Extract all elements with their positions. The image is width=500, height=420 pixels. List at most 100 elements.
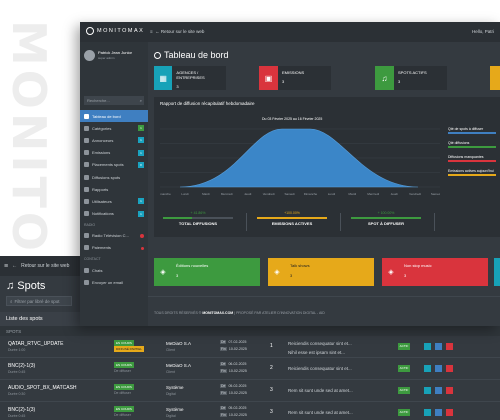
sidebar-item-radio[interactable]: Radio Télévision C... xyxy=(80,230,148,242)
delete-button[interactable] xyxy=(446,343,453,350)
sidebar-search-input[interactable]: Recherche... ⌕ xyxy=(84,96,144,105)
status-secondary: De diffuser xyxy=(114,413,131,417)
spot-duration: Durée 0:30 xyxy=(8,392,26,396)
view-button[interactable] xyxy=(424,387,431,394)
count-badge: 1 xyxy=(138,137,144,144)
spot-message: Rem sit sunt unde sed at amet... xyxy=(288,410,353,415)
x-tick-label: Mardi xyxy=(349,192,357,196)
spot-client: Système xyxy=(166,407,184,412)
spot-name: AUDIO_SPOT_BX_MATCASH xyxy=(8,385,77,391)
mail-icon xyxy=(84,279,89,285)
spot-name: QATAR_RTVC_UPDATE xyxy=(8,341,64,347)
state-badge: ACTIF xyxy=(398,343,410,350)
stats-icon: ▦ xyxy=(154,66,173,90)
delete-button[interactable] xyxy=(446,387,453,394)
stat-tile-partial[interactable] xyxy=(490,66,500,90)
x-tick-label: Mercredi xyxy=(367,192,379,196)
table-row[interactable]: BNC(2)-1(3) Durée 0:45 EN COURS De diffu… xyxy=(0,358,500,380)
count-badge: 1 xyxy=(138,125,144,132)
brand-text: MONITOMAX xyxy=(97,28,145,34)
view-button[interactable] xyxy=(424,409,431,416)
sidebar-item-categories[interactable]: Catégories 1 xyxy=(80,122,148,134)
dashboard-window: MONITOMAX ≡ ← Retour sur le site web Hel… xyxy=(80,22,500,326)
tile-icon xyxy=(490,66,500,90)
edit-button[interactable] xyxy=(435,365,442,372)
broadcast-icon: ▣ xyxy=(259,66,278,90)
stat-tile-emissions[interactable]: ▣ EMISSIONS 3 xyxy=(259,66,331,90)
category-card-talk-shows[interactable]: ◈ Talk shows 3 xyxy=(268,258,374,286)
category-card-news[interactable]: ◈ Éditions nouvelles 3 xyxy=(154,258,260,286)
main-content: Tableau de bord ▦ AGENCES / ENTREPRISES 3… xyxy=(148,42,500,326)
category-card-partial[interactable] xyxy=(494,258,500,286)
search-icon: ⌕ xyxy=(10,298,13,304)
view-button[interactable] xyxy=(424,365,431,372)
spots-back-link[interactable]: Retour sur le site web xyxy=(21,263,70,269)
chart-legend: Qté de spots à diffuser Qté diffusions D… xyxy=(448,127,500,183)
sidebar-item-chats[interactable]: Chats xyxy=(80,264,148,276)
avatar xyxy=(84,50,95,61)
footer: TOUS DROITS RÉSERVÉS ® MONITOMAX.COM | P… xyxy=(148,296,500,326)
edit-button[interactable] xyxy=(435,387,442,394)
menu-icon[interactable]: ≡ xyxy=(4,262,9,270)
spots-title-text: Spots xyxy=(17,280,46,292)
sidebar-item-users[interactable]: Utilisateurs 1 xyxy=(80,195,148,207)
x-tick-label: Jeudi xyxy=(244,192,252,196)
spot-message: Reiciendis consequatur sint et... xyxy=(288,341,352,346)
sidebar-item-spot-broadcasts[interactable]: Diffusions spots xyxy=(80,171,148,183)
category-icon xyxy=(84,125,89,131)
table-row[interactable]: BNC(2)-1(3) Durée 0:45 EN COURS De diffu… xyxy=(0,402,500,420)
x-tick-label: Samedi xyxy=(431,192,440,196)
edit-button[interactable] xyxy=(435,409,442,416)
spot-client: Système xyxy=(166,385,184,390)
spot-date-start: Dé 05-02-2025 xyxy=(220,406,247,410)
sidebar-item-spot-placements[interactable]: Placements spots 8 xyxy=(80,159,148,171)
top-bar: MONITOMAX ≡ ← Retour sur le site web Hel… xyxy=(80,22,500,42)
status-badge: EN COURS xyxy=(114,340,134,346)
user-greeting[interactable]: Hello, Patri xyxy=(471,29,494,34)
user-panel[interactable]: Patrick Jean Junior super admin xyxy=(84,50,132,61)
spot-client-type: Client xyxy=(166,348,175,352)
sidebar-item-reports[interactable]: Rapports xyxy=(80,183,148,195)
delete-button[interactable] xyxy=(446,409,453,416)
category-card-music[interactable]: ◈ Non stop music 3 xyxy=(382,258,488,286)
page-title: Tableau de bord xyxy=(154,50,229,60)
spot-message: Reiciendis consequatur sint et... xyxy=(288,366,352,371)
x-tick-label: Lundi xyxy=(181,192,189,196)
spots-filter-input[interactable]: ⌕ Filtrer par libré de spot xyxy=(6,296,72,306)
legend-item: Emissions actives aujourd'hui xyxy=(448,169,500,176)
spots-column-header: SPOTS xyxy=(0,326,500,336)
sidebar-item-advertisers[interactable]: Annonceurs 1 xyxy=(80,134,148,146)
delete-button[interactable] xyxy=(446,365,453,372)
stat-tile-active-spots[interactable]: ♫ SPOTS ACTIFS 3 xyxy=(375,66,447,90)
sidebar-item-emissions[interactable]: Emissions 1 xyxy=(80,147,148,159)
x-tick-label: Dimanche xyxy=(304,192,318,196)
spot-client-type: Digital xyxy=(166,392,176,396)
advertiser-icon xyxy=(84,137,89,143)
spot-client-type: Digital xyxy=(166,414,176,418)
x-tick-label: Lundi xyxy=(328,192,336,196)
sidebar-item-notifications[interactable]: Notifications 1 xyxy=(80,208,148,220)
radio-icon xyxy=(84,233,89,239)
edit-button[interactable] xyxy=(435,343,442,350)
brand-logo[interactable]: MONITOMAX xyxy=(86,27,144,35)
count-badge: 1 xyxy=(138,198,144,205)
layers-icon: ◈ xyxy=(274,269,280,276)
spot-duration: Durée 0:45 xyxy=(8,414,26,418)
back-to-site-link[interactable]: ≡ ← Retour sur le site web xyxy=(150,29,205,34)
spot-message-2: Nihil esse est ipsam sint et... xyxy=(288,350,346,355)
table-row[interactable]: AUDIO_SPOT_BX_MATCASH Durée 0:30 EN COUR… xyxy=(0,380,500,402)
spot-date-end: Fin 10-02-2025 xyxy=(220,347,247,351)
state-badge: ACTIF xyxy=(398,387,410,394)
sidebar-item-payments[interactable]: Paiements xyxy=(80,242,148,254)
music-icon: ♫ xyxy=(6,280,15,292)
spot-count: 2 xyxy=(270,365,273,371)
table-row[interactable]: QATAR_RTVC_UPDATE Durée 1:00 EN COURS DI… xyxy=(0,336,500,358)
stat-tile-agencies[interactable]: ▦ AGENCES / ENTREPRISES 3 xyxy=(154,66,226,90)
spot-name: BNC(2)-1(3) xyxy=(8,363,36,369)
sidebar-item-dashboard[interactable]: Tableau de bord xyxy=(80,110,148,123)
sidebar-item-email[interactable]: Envoyer un email xyxy=(80,276,148,288)
spot-date-end: Fin 10-02-2025 xyxy=(220,369,247,373)
state-badge: ACTIF xyxy=(398,409,410,416)
legend-item: Diffusions manquantes xyxy=(448,155,500,162)
view-button[interactable] xyxy=(424,343,431,350)
